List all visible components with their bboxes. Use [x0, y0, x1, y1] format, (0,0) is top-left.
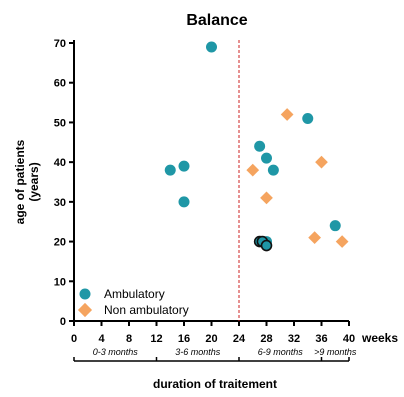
point-ambulatory-7	[302, 112, 314, 124]
y-tick-label-30: 30	[54, 197, 66, 209]
x-tick-label-4: 4	[98, 333, 105, 345]
x-tick-label-24: 24	[233, 333, 246, 345]
x-axis: 0 4 8 12 16 20 24 28 32 36 40	[71, 320, 355, 345]
x-tick-label-16: 16	[178, 333, 190, 345]
chart-title: Balance	[186, 12, 247, 29]
range-label-1: 3-6 months	[175, 347, 221, 357]
data-points	[164, 41, 349, 252]
y-axis-label-line-2: (years)	[27, 162, 41, 201]
point-non-ambulatory-3	[260, 191, 273, 205]
point-ambulatory-8	[329, 220, 341, 232]
y-tick-label-10: 10	[54, 276, 66, 288]
point-ambulatory-6	[267, 164, 279, 176]
point-non-ambulatory-5	[335, 235, 349, 248]
y-tick-label-20: 20	[54, 237, 66, 249]
x-tick-label-8: 8	[126, 333, 132, 345]
point-ambulatory-0	[206, 41, 217, 53]
duration-range-labels: 0-3 months 3-6 months 6-9 months >9 months	[73, 347, 357, 362]
point-non-ambulatory-2	[246, 163, 260, 177]
range-label-0: 0-3 months	[93, 347, 139, 357]
range-label-3: >9 months	[314, 347, 357, 357]
x-tick-label-28: 28	[260, 333, 272, 345]
point-ambulatory-3	[178, 196, 190, 208]
range-label-2: 6-9 months	[258, 347, 304, 357]
legend: Ambulatory Non ambulatory	[77, 287, 189, 318]
point-non-ambulatory-1	[315, 155, 328, 169]
legend-label-ambulatory: Ambulatory	[104, 287, 165, 301]
y-axis-label-line-1: age of patients	[13, 139, 27, 224]
point-non-ambulatory-0	[280, 108, 294, 121]
legend-marker-ambulatory	[79, 288, 91, 300]
x-tick-label-20: 20	[205, 333, 217, 345]
y-tick-label-50: 50	[54, 117, 66, 129]
point-non-ambulatory-4	[308, 231, 321, 244]
point-ambulatory-5	[261, 152, 272, 164]
legend-label-non-ambulatory: Non ambulatory	[104, 303, 189, 317]
x-tick-label-32: 32	[288, 333, 300, 345]
x-axis-label: duration of traitement	[153, 377, 277, 391]
point-ambulatory-2	[178, 160, 190, 172]
y-tick-label-0: 0	[60, 316, 66, 328]
legend-marker-non-ambulatory	[77, 302, 93, 318]
x-tick-label-12: 12	[150, 333, 162, 345]
x-tick-label-40: 40	[343, 333, 355, 345]
y-tick-label-60: 60	[54, 78, 66, 90]
x-tick-label-0: 0	[71, 333, 77, 345]
point-ambulatory-12	[260, 239, 273, 252]
y-axis: 0 10 20 30 40 50 60 70	[54, 38, 75, 328]
y-tick-label-70: 70	[54, 38, 66, 50]
point-ambulatory-4	[254, 140, 266, 152]
x-tick-label-36: 36	[315, 333, 327, 345]
y-tick-label-40: 40	[54, 157, 66, 169]
point-ambulatory-1	[164, 164, 176, 176]
x-axis-unit: weeks	[361, 331, 398, 345]
